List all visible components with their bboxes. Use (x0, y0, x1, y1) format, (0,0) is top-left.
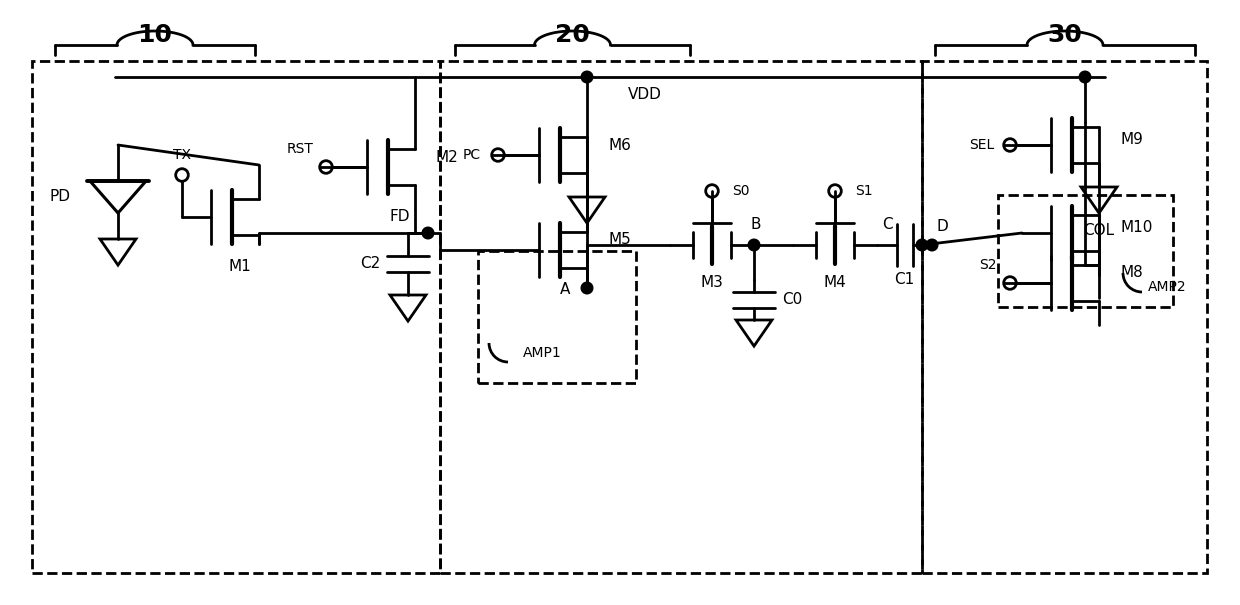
Text: M8: M8 (1120, 266, 1143, 281)
Text: M6: M6 (608, 137, 631, 152)
Text: AMP2: AMP2 (1148, 280, 1187, 294)
Text: RST: RST (286, 142, 314, 156)
Text: PC: PC (463, 148, 481, 162)
Text: AMP1: AMP1 (522, 346, 562, 360)
Circle shape (926, 239, 937, 251)
Text: 30: 30 (1048, 23, 1083, 47)
Text: S1: S1 (856, 184, 873, 198)
Text: M9: M9 (1120, 132, 1143, 148)
Text: D: D (936, 220, 947, 235)
Bar (923, 61, 1207, 573)
Circle shape (422, 227, 434, 239)
Text: VDD: VDD (629, 88, 662, 102)
Bar (998, 195, 1173, 307)
Text: M5: M5 (608, 232, 631, 247)
Bar (477, 251, 636, 383)
Bar (440, 61, 923, 573)
Circle shape (916, 239, 928, 251)
Text: COL: COL (1084, 223, 1115, 238)
Text: M2: M2 (436, 149, 459, 165)
Text: B: B (750, 218, 761, 232)
Text: C0: C0 (782, 292, 802, 307)
Text: M3: M3 (701, 275, 723, 290)
Text: TX: TX (174, 148, 191, 162)
Text: M10: M10 (1120, 220, 1152, 235)
Text: A: A (559, 283, 570, 298)
Bar (32, 61, 440, 573)
Text: 10: 10 (138, 23, 172, 47)
Text: 20: 20 (556, 23, 590, 47)
Circle shape (748, 239, 760, 251)
Text: C2: C2 (360, 257, 381, 272)
Circle shape (1079, 71, 1091, 83)
Circle shape (582, 282, 593, 294)
Text: M4: M4 (823, 275, 847, 290)
Text: SEL: SEL (970, 138, 994, 152)
Text: S0: S0 (732, 184, 749, 198)
Text: C1: C1 (894, 272, 915, 287)
Text: S2: S2 (980, 258, 997, 272)
Text: M1: M1 (228, 260, 252, 275)
Text: C: C (882, 218, 893, 232)
Text: FD: FD (389, 209, 410, 224)
Circle shape (582, 71, 593, 83)
Text: PD: PD (50, 189, 71, 204)
